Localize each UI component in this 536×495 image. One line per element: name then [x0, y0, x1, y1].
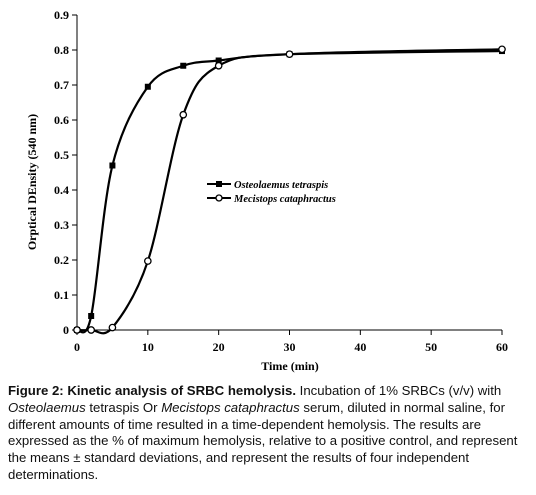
data-point-circle: [214, 61, 223, 70]
data-point-circle: [143, 257, 152, 265]
data-point-circle: [179, 110, 188, 119]
y-tick-label: 0.1: [54, 288, 69, 302]
data-point-circle: [498, 45, 506, 54]
data-point-square: [144, 83, 151, 90]
data-point-square: [109, 162, 116, 169]
x-tick-label: 60: [496, 340, 508, 354]
data-point-square: [215, 57, 222, 64]
legend-label: Osteolaemus tetraspis: [234, 180, 328, 191]
data-point-square: [180, 62, 187, 69]
data-point-circle: [87, 326, 96, 334]
figure: 0 0.1 0.2 0.3 0.4 0.5 0.6 0.7 0.8 0.9 0 10 20 30 40 50 6…: [25, 8, 508, 373]
data-point-circle: [73, 326, 81, 334]
y-tick-label: 0.5: [54, 148, 69, 162]
series-layer: [73, 45, 506, 335]
y-tick-label: 0.7: [54, 78, 69, 92]
x-tick-label: 50: [425, 340, 437, 354]
x-tick-label: 10: [142, 340, 154, 354]
legend-label: Mecistops cataphractus: [233, 194, 336, 205]
legend: Osteolaemus tetraspis Mecistops cataphrac…: [207, 180, 336, 205]
y-tick-label: 0.3: [54, 218, 69, 232]
x-tick-label: 30: [284, 340, 296, 354]
caption-text-1: Incubation of 1% SRBCs (v/v) with: [296, 383, 502, 398]
y-tick-label: 0.6: [54, 113, 69, 127]
caption-species-1: Osteolaemus: [8, 399, 86, 415]
x-tick-label: 40: [354, 340, 366, 354]
series-line: [76, 49, 503, 334]
data-point-circle: [108, 323, 117, 332]
caption-text-3: serum, diluted in normal saline, for dif…: [8, 399, 518, 482]
x-tick-label: 0: [74, 340, 80, 354]
series-line: [76, 48, 503, 335]
axes: [76, 15, 502, 331]
y-axis-title: Orptical DEnsity (540 nm): [25, 114, 39, 250]
data-point-square: [88, 313, 95, 319]
legend-marker-circle: [215, 194, 223, 202]
y-tick-label: 0.4: [54, 183, 69, 197]
y-tick-label: 0.8: [54, 43, 69, 57]
data-point-circle: [285, 50, 294, 59]
caption-label: Figure 2: Kinetic analysis of SRBC hemol…: [8, 383, 297, 398]
caption-species-2: Mecistops cataphractus: [161, 399, 300, 415]
y-tick-label: 0.2: [54, 253, 69, 267]
figure-caption: Figure 2: Kinetic analysis of SRBC hemol…: [8, 383, 532, 484]
y-tick-label: 0.9: [54, 8, 69, 22]
x-tick-label: 20: [213, 340, 225, 354]
x-axis-title: Time (min): [261, 359, 318, 373]
series-2: [73, 45, 506, 335]
kinetic-line-chart: 0 0.1 0.2 0.3 0.4 0.5 0.6 0.7 0.8 0.9 0 10 20 30 40 50 6…: [25, 8, 508, 373]
legend-marker-square: [216, 181, 222, 187]
y-tick-label: 0: [63, 323, 69, 337]
ticks: 0 0.1 0.2 0.3 0.4 0.5 0.6 0.7 0.8 0.9 0 10 20 30 40 50 6…: [54, 8, 508, 354]
caption-text-2: tetraspis Or: [85, 399, 162, 415]
